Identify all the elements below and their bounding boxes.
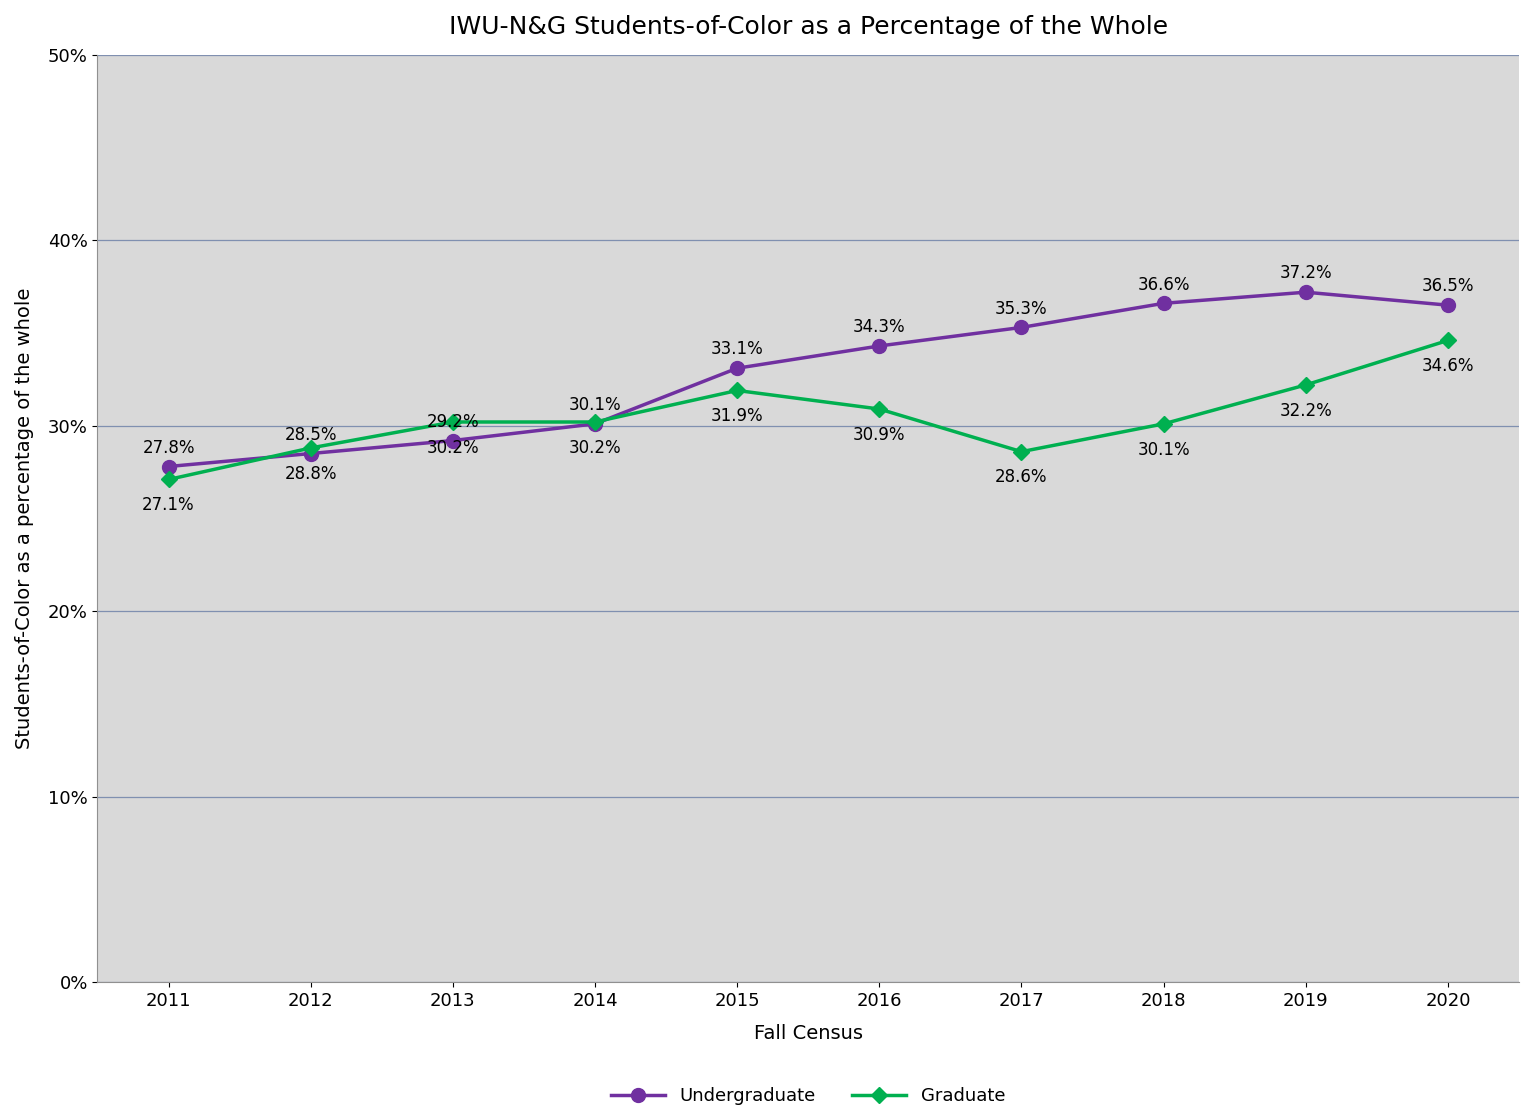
Text: 27.1%: 27.1% [143,496,195,514]
Undergraduate [1012,321,1031,334]
Graduate [1155,417,1174,430]
Graduate [870,402,888,416]
Undergraduate [443,433,462,447]
Graduate [160,472,178,486]
Text: 30.2%: 30.2% [569,439,621,457]
Graduate [302,441,321,455]
Text: 34.6%: 34.6% [1422,357,1474,375]
Text: 36.5%: 36.5% [1422,277,1474,296]
Text: 30.2%: 30.2% [426,439,479,457]
X-axis label: Fall Census: Fall Census [753,1023,862,1042]
Text: 28.6%: 28.6% [996,468,1048,486]
Text: 28.8%: 28.8% [284,465,337,483]
Graduate [729,384,747,398]
Text: 30.1%: 30.1% [569,397,621,414]
Title: IWU-N&G Students-of-Color as a Percentage of the Whole: IWU-N&G Students-of-Color as a Percentag… [448,15,1167,39]
Text: 33.1%: 33.1% [710,341,764,359]
Text: 31.9%: 31.9% [710,407,764,426]
Text: 27.8%: 27.8% [143,439,195,457]
Text: 35.3%: 35.3% [996,299,1048,317]
Undergraduate [302,447,321,460]
Undergraduate [1155,297,1174,311]
Undergraduate [870,340,888,353]
Undergraduate [160,460,178,474]
Graduate [1296,379,1315,392]
Graduate [586,416,604,429]
Text: 30.1%: 30.1% [1137,440,1190,458]
Undergraduate [1439,298,1457,312]
Undergraduate [1296,286,1315,299]
Text: 30.9%: 30.9% [853,426,905,443]
Text: 37.2%: 37.2% [1279,265,1332,283]
Legend: Undergraduate, Graduate: Undergraduate, Graduate [604,1080,1012,1113]
Line: Undergraduate: Undergraduate [161,285,1454,474]
Line: Graduate: Graduate [163,335,1454,485]
Text: 36.6%: 36.6% [1137,276,1190,294]
Text: 29.2%: 29.2% [426,413,479,431]
Graduate [443,416,462,429]
Undergraduate [729,362,747,375]
Text: 28.5%: 28.5% [284,426,337,443]
Undergraduate [586,417,604,430]
Graduate [1439,334,1457,347]
Graduate [1012,445,1031,458]
Text: 32.2%: 32.2% [1279,402,1332,420]
Text: 34.3%: 34.3% [853,318,905,336]
Y-axis label: Students-of-Color as a percentage of the whole: Students-of-Color as a percentage of the… [15,288,34,750]
